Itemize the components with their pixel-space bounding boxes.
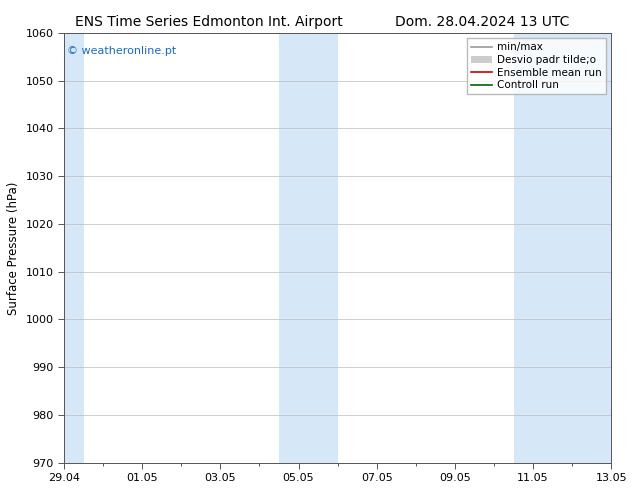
- Bar: [44, 33, 84, 463]
- Bar: [279, 33, 338, 463]
- Legend: min/max, Desvio padr tilde;o, Ensemble mean run, Controll run: min/max, Desvio padr tilde;o, Ensemble m…: [467, 38, 606, 95]
- Text: ENS Time Series Edmonton Int. Airport: ENS Time Series Edmonton Int. Airport: [75, 15, 343, 29]
- Text: Dom. 28.04.2024 13 UTC: Dom. 28.04.2024 13 UTC: [394, 15, 569, 29]
- Text: © weatheronline.pt: © weatheronline.pt: [67, 46, 176, 56]
- Bar: [514, 33, 631, 463]
- Y-axis label: Surface Pressure (hPa): Surface Pressure (hPa): [7, 181, 20, 315]
